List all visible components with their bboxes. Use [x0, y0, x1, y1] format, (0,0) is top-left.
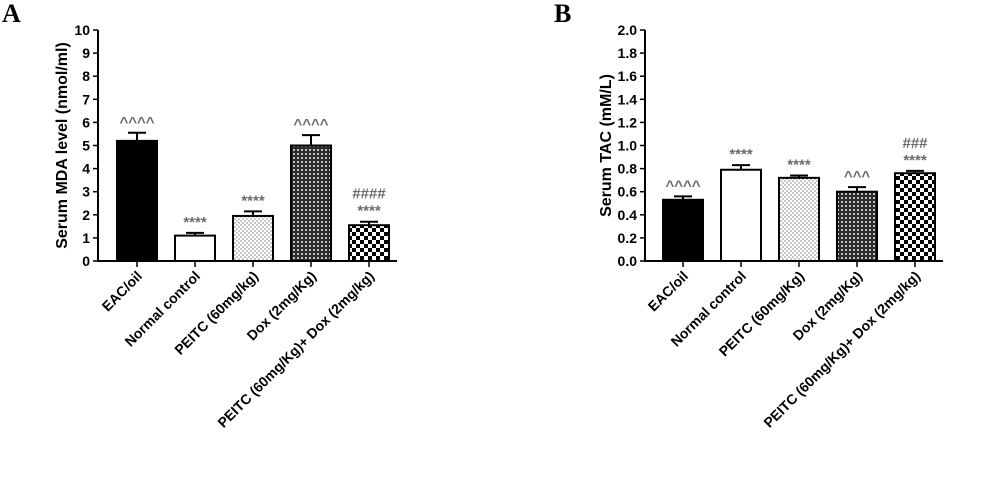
y-tick-label: 4 — [82, 161, 90, 177]
significance-label: #### — [352, 186, 386, 203]
y-tick-label: 5 — [82, 138, 90, 154]
y-tick-label: 3 — [82, 184, 90, 200]
x-category-label: EAC/oil — [99, 268, 146, 315]
significance-label: **** — [787, 157, 811, 174]
significance-label: ^^^^ — [119, 114, 154, 131]
y-tick-label: 0.2 — [618, 230, 638, 246]
y-tick-label: 1.0 — [618, 138, 638, 154]
y-axis-title: Serum MDA level (nmol/ml) — [54, 42, 71, 249]
chart-panel-b: 0.0 0.2 0.4 0.6 0.8 1.0 1.2 1.4 1.6 1.8 2.0 Serum T… — [598, 22, 943, 431]
y-axis-title: Serum TAC (mM/L) — [598, 74, 615, 217]
significance-label: ^^^^ — [665, 177, 700, 194]
significance-label: ### — [902, 135, 928, 152]
panel-label-a: A — [2, 0, 21, 28]
y-tick-label: 1 — [82, 230, 90, 246]
bar-1 — [116, 139, 158, 263]
y-tick-label: 1.2 — [618, 114, 638, 130]
bar-2 — [720, 168, 762, 263]
y-tick-label: 8 — [82, 68, 90, 84]
y-tick-label: 0.0 — [618, 253, 638, 269]
bar-1 — [662, 198, 704, 263]
bar-4 — [836, 190, 878, 262]
significance-label: **** — [903, 152, 927, 169]
y-tick-label: 1.8 — [618, 45, 638, 61]
y-tick-label: 1.4 — [618, 91, 638, 107]
y-tick-label: 6 — [82, 114, 90, 130]
y-tick-label: 2.0 — [618, 22, 638, 38]
y-tick-label: 7 — [82, 91, 90, 107]
y-tick-label: 0 — [82, 253, 90, 269]
significance-label: **** — [183, 214, 207, 231]
y-tick-label: 0.8 — [618, 161, 638, 177]
panel-label-b: B — [554, 0, 571, 28]
bar-5 — [894, 172, 936, 262]
y-tick-label: 9 — [82, 45, 90, 61]
y-tick-label: 10 — [74, 22, 90, 38]
significance-label: **** — [357, 203, 381, 220]
bar-4 — [290, 144, 332, 262]
bar-3 — [232, 214, 274, 262]
bar-3 — [778, 176, 820, 262]
y-tick-label: 2 — [82, 207, 90, 223]
significance-label: ^^^ — [844, 168, 871, 185]
x-category-label: EAC/oil — [645, 268, 692, 315]
significance-label: **** — [729, 146, 753, 163]
significance-label: ^^^^ — [293, 116, 328, 133]
y-tick-label: 0.4 — [618, 207, 638, 223]
y-tick-label: 0.6 — [618, 184, 638, 200]
y-tick-label: 1.6 — [618, 68, 638, 84]
bar-5 — [348, 224, 390, 263]
bar-2 — [174, 234, 216, 262]
significance-label: **** — [241, 192, 265, 209]
